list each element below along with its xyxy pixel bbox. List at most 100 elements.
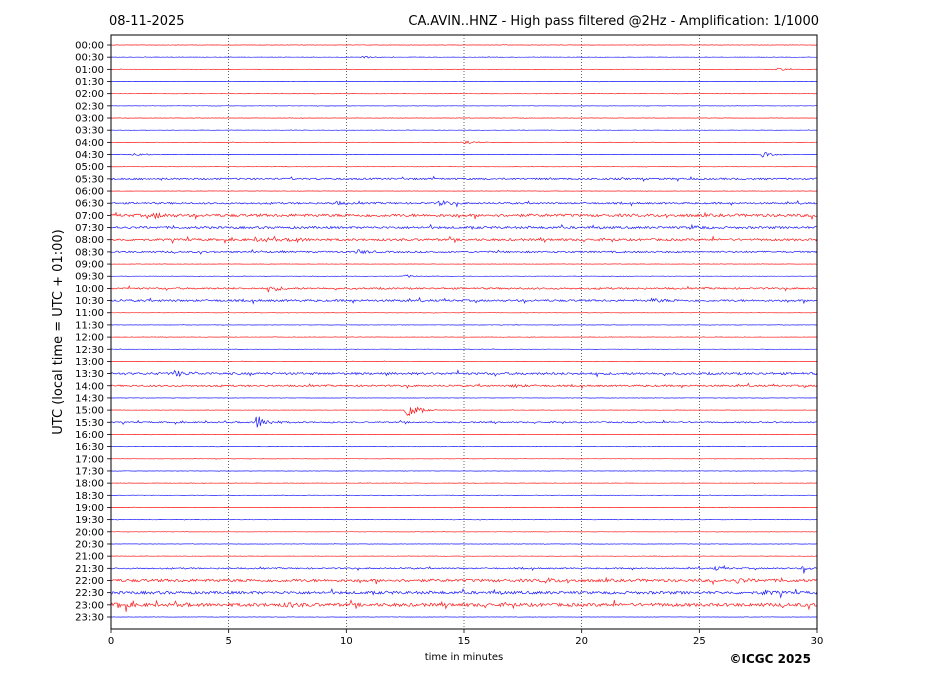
y-tick-label: 06:00: [75, 187, 104, 198]
y-tick-label: 14:30: [75, 393, 104, 404]
trace-18-00: [110, 482, 817, 484]
y-tick-label: 09:00: [75, 260, 104, 271]
trace-23-00: [110, 599, 818, 612]
y-tick-label: 00:30: [75, 53, 104, 64]
y-tick-label: 18:30: [75, 491, 104, 502]
y-tick-label: 08:00: [75, 235, 104, 246]
y-tick-label: 00:00: [75, 41, 104, 52]
x-axis: 0 5 10 15 20 25 30: [108, 629, 824, 647]
y-tick-label: 15:30: [75, 418, 104, 429]
trace-23-30: [111, 616, 818, 618]
y-tick-label: 20:00: [75, 527, 104, 538]
y-tick-label: 18:00: [75, 479, 104, 490]
y-tick-label: 11:00: [75, 308, 104, 319]
trace-17-00: [110, 457, 818, 460]
trace-13-00: [110, 360, 818, 363]
y-tick-label: 10:30: [75, 296, 104, 307]
trace-05-00: [110, 166, 817, 168]
y-tick-label: 13:00: [75, 357, 104, 368]
y-tick-label: 19:00: [75, 503, 104, 514]
trace-14-00: [110, 382, 818, 390]
trace-07-30: [110, 223, 818, 231]
x-tick-label: 15: [458, 636, 471, 647]
trace-15-30: [111, 416, 817, 428]
credit-label: ©ICGC 2025: [729, 652, 811, 666]
trace-01-00: [110, 67, 818, 71]
y-tick-label: 21:00: [75, 552, 104, 563]
y-tick-label: 16:00: [75, 430, 104, 441]
y-tick-label: 01:00: [75, 65, 104, 76]
date-label: 08-11-2025: [109, 14, 185, 29]
chart-title: CA.AVIN..HNZ - High pass filtered @2Hz -…: [408, 14, 819, 29]
trace-00-30: [110, 56, 817, 59]
trace-17-30: [110, 470, 818, 472]
x-tick-label: 30: [811, 636, 824, 647]
y-tick-label: 05:00: [75, 162, 104, 173]
y-tick-label: 08:30: [75, 247, 104, 258]
y-tick-label: 05:30: [75, 174, 104, 185]
trace-08-00: [110, 235, 818, 244]
y-tick-label: 02:00: [75, 89, 104, 100]
trace-04-00: [110, 140, 818, 145]
traces: [110, 44, 818, 618]
trace-04-30: [110, 152, 818, 158]
y-tick-label: 20:30: [75, 539, 104, 550]
y-axis-label: UTC (local time = UTC + 01:00): [51, 229, 66, 434]
y-tick-label: 11:30: [75, 320, 104, 331]
trace-13-30: [110, 369, 818, 378]
trace-22-00: [110, 576, 818, 586]
trace-01-30: [110, 80, 818, 83]
y-tick-label: 15:00: [75, 406, 104, 417]
trace-19-30: [110, 518, 818, 521]
y-tick-label: 07:30: [75, 223, 104, 234]
y-tick-label: 02:30: [75, 101, 104, 112]
trace-00-00: [110, 44, 818, 46]
trace-09-00: [111, 263, 817, 265]
x-tick-label: 25: [693, 636, 706, 647]
y-tick-label: 23:30: [75, 613, 104, 624]
y-tick-label: 10:00: [75, 284, 104, 295]
trace-22-30: [110, 587, 818, 599]
y-tick-label: 01:30: [75, 77, 104, 88]
y-tick-label: 12:30: [75, 345, 104, 356]
trace-16-30: [110, 445, 818, 448]
trace-03-00: [110, 117, 818, 119]
trace-12-30: [111, 348, 818, 350]
trace-10-00: [110, 285, 818, 293]
y-tick-label: 04:30: [75, 150, 104, 161]
y-tick-label: 06:30: [75, 199, 104, 210]
y-tick-label: 21:30: [75, 564, 104, 575]
vertical-grid: [228, 35, 700, 629]
y-tick-label: 22:30: [75, 588, 104, 599]
y-tick-label: 09:30: [75, 272, 104, 283]
y-tick-label: 13:30: [75, 369, 104, 380]
trace-06-30: [110, 199, 818, 208]
y-tick-label: 03:00: [75, 114, 104, 125]
trace-20-30: [110, 543, 818, 545]
trace-15-00: [111, 406, 818, 417]
y-tick-label: 22:00: [75, 576, 104, 587]
trace-08-30: [110, 249, 818, 255]
trace-02-00: [111, 92, 818, 95]
trace-02-30: [110, 105, 817, 107]
y-tick-label: 23:00: [75, 600, 104, 611]
trace-18-30: [110, 494, 818, 497]
x-tick-label: 20: [575, 636, 588, 647]
trace-10-30: [110, 296, 818, 305]
y-tick-label: 12:00: [75, 333, 104, 344]
y-tick-label: 17:30: [75, 466, 104, 477]
y-tick-label: 16:30: [75, 442, 104, 453]
trace-09-30: [110, 274, 818, 278]
trace-06-00: [111, 190, 818, 192]
trace-21-30: [110, 564, 817, 574]
trace-21-00: [110, 555, 818, 557]
trace-20-00: [111, 531, 818, 533]
x-tick-label: 10: [340, 636, 353, 647]
trace-05-30: [110, 175, 818, 182]
trace-12-00: [111, 336, 818, 338]
y-tick-label: 07:00: [75, 211, 104, 222]
x-axis-label: time in minutes: [425, 652, 504, 663]
